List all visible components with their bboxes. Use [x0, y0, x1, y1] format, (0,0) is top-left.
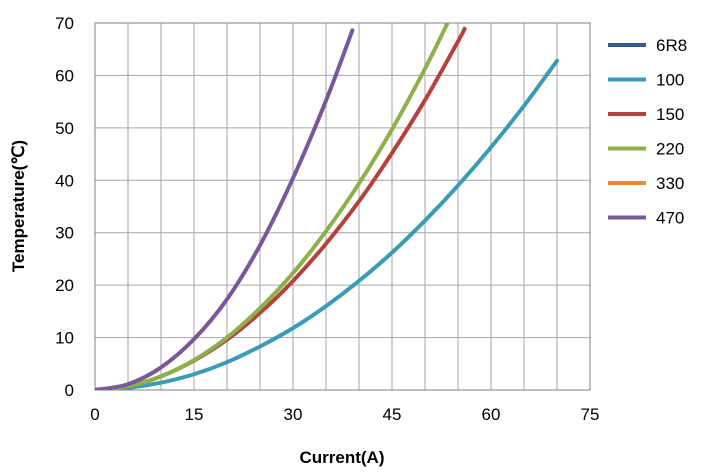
legend-item-150: 150 [608, 105, 684, 124]
series-line-220 [95, 23, 450, 390]
y-tick-label: 10 [55, 329, 74, 348]
legend-item-330: 330 [608, 174, 684, 193]
y-tick-label: 50 [55, 119, 74, 138]
legend-label: 150 [656, 105, 684, 124]
y-tick-label: 60 [55, 66, 74, 85]
legend-label: 100 [656, 71, 684, 90]
x-tick-label: 60 [482, 405, 501, 424]
legend-item-470: 470 [608, 209, 684, 228]
legend-label: 6R8 [656, 36, 687, 55]
legend-item-220: 220 [608, 140, 684, 159]
legend-label: 470 [656, 209, 684, 228]
y-tick-label: 0 [65, 381, 74, 400]
legend-label: 330 [656, 174, 684, 193]
legend-label: 220 [656, 140, 684, 159]
x-axis-label: Current(A) [300, 448, 385, 467]
series-line-470 [95, 28, 355, 390]
x-tick-label: 75 [581, 405, 600, 424]
x-tick-label: 45 [383, 405, 402, 424]
legend-item-6R8: 6R8 [608, 36, 687, 55]
y-axis-ticks: 0 10 20 30 40 50 60 70 [55, 14, 74, 400]
series-lines [95, 23, 559, 390]
plot-area [94, 22, 591, 391]
y-tick-label: 70 [55, 14, 74, 33]
y-tick-label: 20 [55, 276, 74, 295]
x-tick-label: 0 [90, 405, 99, 424]
legend: 6R8 100 150 220 330 470 [608, 36, 687, 228]
x-tick-label: 15 [185, 405, 204, 424]
y-tick-label: 30 [55, 224, 74, 243]
y-axis-label: Temperature(℃) [9, 140, 28, 272]
x-axis-ticks: 0 15 30 45 60 75 [90, 405, 599, 424]
legend-item-100: 100 [608, 71, 684, 90]
x-tick-label: 30 [284, 405, 303, 424]
y-tick-label: 40 [55, 171, 74, 190]
series-line-100 [95, 58, 559, 390]
